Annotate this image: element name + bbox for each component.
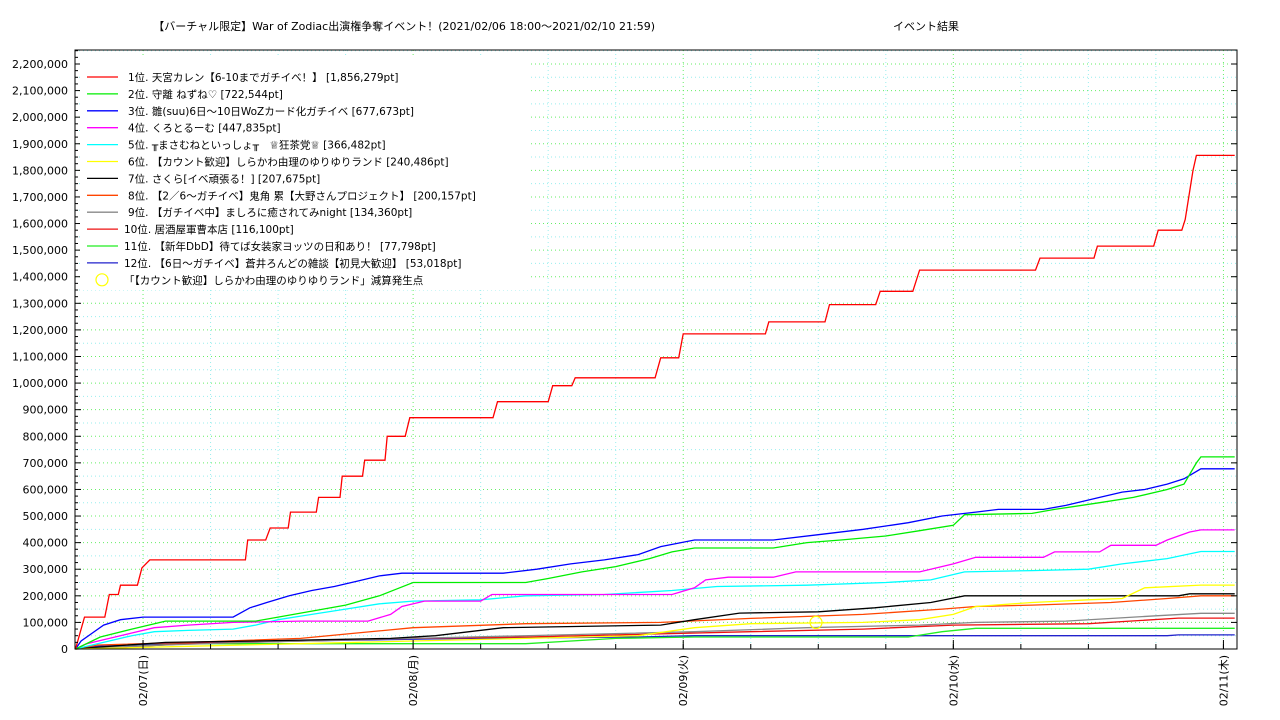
- y-tick-label: 0: [61, 643, 68, 656]
- y-tick-label: 1,900,000: [12, 138, 68, 151]
- deduction-marker: [809, 615, 823, 630]
- y-tick-label: 1,100,000: [12, 350, 68, 363]
- legend-label: 7位. さくら[イベ頑張る！] [207,675pt]: [128, 172, 320, 185]
- x-tick-label: 02/09(火): [677, 655, 690, 706]
- y-tick-label: 500,000: [23, 510, 69, 523]
- legend-label: 2位. 守離 ねずね♡ [722,544pt]: [128, 88, 283, 101]
- y-tick-label: 900,000: [23, 404, 69, 417]
- x-tick-label: 02/08(月): [407, 655, 420, 706]
- y-tick-label: 1,300,000: [12, 297, 68, 310]
- legend-label: 8位. 【2／6〜ガチイベ】鬼角 累【大野さんプロジェクト】 [200,157p…: [128, 189, 476, 202]
- x-tick-label: 02/10(水): [947, 655, 960, 706]
- legend: 1位. 天宮カレン【6-10までガチイベ！】 [1,856,279pt] 2位. …: [80, 58, 530, 290]
- y-tick-label: 300,000: [23, 563, 69, 576]
- y-tick-label: 2,100,000: [12, 85, 68, 98]
- x-tick-label: 02/07(日): [137, 655, 150, 706]
- legend-label: 1位. 天宮カレン【6-10までガチイベ！】 [1,856,279pt]: [128, 71, 398, 84]
- legend-label: 5位. ╥まさむねといっしょ╥ ♕狂茶党♕ [366,482pt]: [128, 139, 386, 152]
- series-line: [75, 584, 1235, 650]
- legend-label: 4位. くろとるーむ [447,835pt]: [128, 122, 281, 135]
- y-tick-label: 100,000: [23, 616, 69, 629]
- y-tick-label: 800,000: [23, 430, 69, 443]
- axes: 0 100,000 200,000 300,000 400,000 500,000 600,…: [12, 50, 1237, 706]
- y-tick-label: 1,500,000: [12, 244, 68, 257]
- legend-background: [80, 58, 530, 290]
- legend-label: 「【カウント歓迎】しらかわ由理のゆりゆりランド」減算発生点: [124, 274, 423, 287]
- series-line: [75, 595, 1235, 650]
- series-line: [75, 612, 1235, 650]
- grid: [75, 50, 1237, 649]
- x-tick-label: 02/11(木): [1217, 655, 1230, 706]
- y-tick-label: 1,000,000: [12, 377, 68, 390]
- y-tick-label: 200,000: [23, 590, 69, 603]
- legend-marker-icon: [95, 273, 109, 287]
- legend-label: 10位. 居酒屋軍曹本店 [116,100pt]: [124, 223, 294, 236]
- y-tick-label: 1,600,000: [12, 218, 68, 231]
- y-tick-label: 1,400,000: [12, 271, 68, 284]
- series-line: [75, 550, 1235, 650]
- series-line: [75, 627, 1235, 650]
- y-tick-label: 1,800,000: [12, 164, 68, 177]
- legend-label: 6位. 【カウント歓迎】しらかわ由理のゆりゆりランド [240,486pt]: [128, 156, 449, 169]
- y-tick-label: 2,000,000: [12, 111, 68, 124]
- series-line: [75, 456, 1235, 650]
- series-line: [74, 468, 1235, 650]
- legend-label: 9位. 【ガチイベ中】ましろに癒されてみnight [134,360pt]: [128, 206, 412, 219]
- chart-title: 【バーチャル限定】War of Zodiac出演権争奪イベント！(2021/02…: [153, 19, 655, 33]
- series-lines: [74, 154, 1235, 650]
- y-tick-label: 2,200,000: [12, 58, 68, 71]
- y-tick-label: 600,000: [23, 483, 69, 496]
- series-line: [74, 154, 1235, 650]
- y-tick-label: 400,000: [23, 537, 69, 550]
- series-line: [75, 593, 1235, 650]
- y-tick-label: 1,200,000: [12, 324, 68, 337]
- legend-label: 12位. 【6日〜ガチイベ】蒼井ろんどの雑談【初見大歓迎】 [53,018pt]: [124, 257, 461, 270]
- legend-label: 11位. 【新年DbD】待てば女装家ヨッツの日和あり！ [77,798pt]: [124, 240, 436, 253]
- series-line: [75, 529, 1235, 650]
- markers: [809, 615, 823, 630]
- y-tick-label: 1,700,000: [12, 191, 68, 204]
- y-tick-label: 700,000: [23, 457, 69, 470]
- chart-subtitle: イベント結果: [893, 19, 959, 33]
- legend-label: 3位. 雛(suu)6日〜10日WoZカード化ガチイベ [677,673pt]: [128, 105, 414, 118]
